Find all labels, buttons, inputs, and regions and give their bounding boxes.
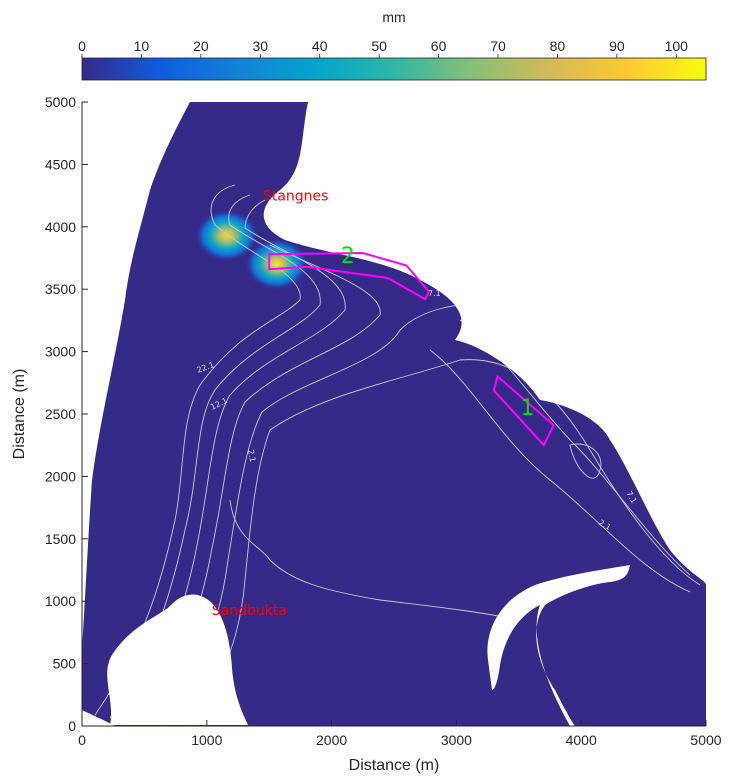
- contour-line: [124, 199, 346, 723]
- land-mass: [82, 102, 190, 650]
- land-mass: [107, 594, 248, 725]
- colorbar-tick-label: 90: [609, 38, 625, 54]
- colorbar-tick-label: 70: [490, 38, 506, 54]
- plot-area: 21 22.112.12.12.17.17.1 StangnesSandbukt…: [82, 102, 706, 726]
- hotspot: [194, 209, 259, 262]
- contour-value-label: 2.1: [246, 449, 257, 463]
- zone-2-outline: [268, 251, 431, 301]
- y-tick-label: 0: [68, 718, 76, 734]
- colorbar-tick-label: 80: [550, 38, 566, 54]
- y-tick-label: 1000: [45, 593, 76, 609]
- place-label: Stangnes: [263, 189, 329, 205]
- contour-line: [429, 349, 691, 593]
- x-tick-label: 5000: [690, 732, 721, 748]
- y-axis-ticks: 0 500 1000 1500 2000 2500 3000 3500 4000 4500 5000: [45, 94, 88, 734]
- x-axis-label: Distance (m): [349, 757, 440, 774]
- colorbar-ticks: 0 10 20 30 40 50 60 70 80 90 100: [78, 38, 688, 58]
- contour-line: [229, 499, 521, 621]
- contour-line: [569, 443, 602, 479]
- x-tick-label: 4000: [566, 732, 597, 748]
- place-label: Sandbukta: [212, 603, 287, 619]
- y-tick-label: 4500: [45, 156, 76, 172]
- contour-line: [94, 184, 301, 716]
- colorbar-tick-label: 50: [371, 38, 387, 54]
- land-layer: [82, 102, 706, 726]
- land-mass: [82, 102, 706, 585]
- colorbar-tick-label: 100: [665, 38, 689, 54]
- zone-1-label: 1: [521, 396, 535, 421]
- colorbar-tick-label: 40: [312, 38, 328, 54]
- contour-value-label: 7.1: [428, 289, 441, 298]
- contour-line: [109, 194, 321, 719]
- x-tick-label: 2000: [316, 732, 347, 748]
- y-tick-label: 4000: [45, 219, 76, 235]
- hotspot: [244, 238, 309, 291]
- x-tick-label: 1000: [191, 732, 222, 748]
- zone-2-label: 2: [341, 244, 355, 269]
- x-tick-label: 0: [78, 732, 86, 748]
- x-tick-label: 3000: [441, 732, 472, 748]
- colorbar-tick-label: 60: [431, 38, 447, 54]
- x-axis-ticks: 0 1000 2000 3000 4000 5000: [78, 720, 722, 748]
- colorbar-tick-label: 20: [193, 38, 209, 54]
- y-tick-label: 1500: [45, 531, 76, 547]
- colorbar-tick-label: 0: [78, 38, 86, 54]
- y-tick-label: 3000: [45, 344, 76, 360]
- colorbar-tick-label: 10: [134, 38, 150, 54]
- y-tick-label: 2500: [45, 406, 76, 422]
- colorbar-tick-label: 30: [252, 38, 268, 54]
- land-mass: [82, 710, 115, 726]
- y-tick-label: 3500: [45, 281, 76, 297]
- place-label-layer: Stangnes Sandbukta: [212, 189, 329, 619]
- y-tick-label: 5000: [45, 94, 76, 110]
- y-tick-label: 2000: [45, 468, 76, 484]
- contour-line: [184, 359, 701, 726]
- zone-layer: 21: [268, 244, 555, 447]
- zone-1-outline: [492, 374, 555, 447]
- hotspot-layer: [194, 209, 309, 291]
- colorbar: [81, 57, 707, 81]
- y-tick-label: 500: [53, 656, 77, 672]
- land-mass: [487, 565, 630, 726]
- y-axis-label: Distance (m): [11, 369, 28, 460]
- colorbar-unit-label: mm: [382, 9, 405, 25]
